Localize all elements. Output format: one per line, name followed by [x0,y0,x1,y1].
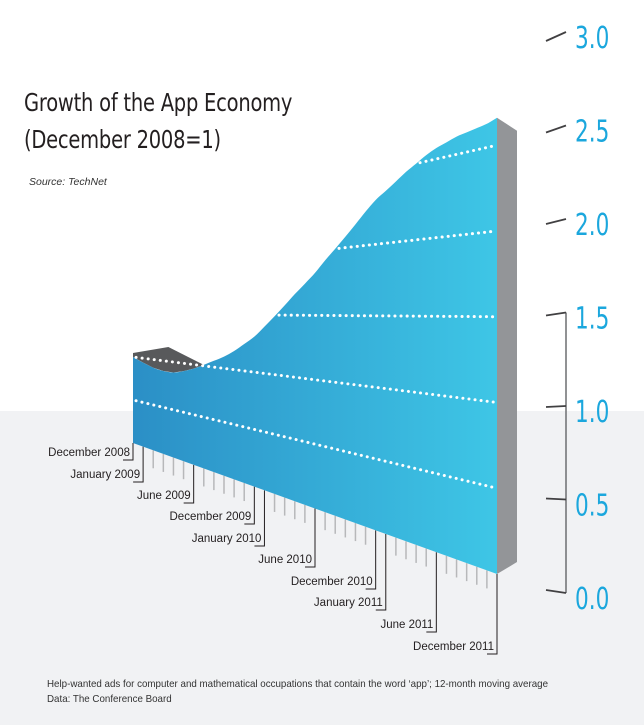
chart-title: Growth of the App Economy (December 2008… [24,84,292,158]
x-label: June 2009 [137,490,191,502]
x-label-leader [305,508,316,568]
x-label-leader [254,490,265,547]
gridline-0.5 [134,399,497,490]
x-label: June 2011 [380,619,433,631]
y-tick [545,31,567,42]
y-tick [545,405,567,408]
area-front-face [133,117,497,575]
x-label: January 2010 [192,533,262,545]
x-label-leader [487,574,498,655]
x-label-leader [426,552,437,633]
footnote-line-2: Data: The Conference Board [47,693,172,705]
x-label: December 2010 [291,576,373,588]
y-tick-label: 1.0 [575,396,609,430]
x-label-leader [244,486,255,525]
x-label: January 2009 [70,469,140,481]
x-label-leader [133,446,144,483]
footnote-line-1: Help-wanted ads for computer and mathema… [47,678,549,690]
y-tick [545,311,567,317]
x-label: December 2011 [413,641,494,653]
x-tick-marks [152,450,488,589]
title-line-2: (December 2008=1) [24,125,221,154]
gridlines [134,144,497,490]
x-label: December 2009 [170,511,252,523]
y-tick-label: 2.5 [575,115,609,149]
source-note: Source: TechNet [29,176,107,188]
gridline-2 [337,229,497,250]
footnote: Help-wanted ads for computer and mathema… [47,677,548,707]
y-tick-label: 1.5 [575,302,609,336]
y-tick-label: 2.0 [575,209,609,243]
top-cap [133,347,204,373]
title-line-1: Growth of the App Economy [24,88,293,117]
x-label-leader [183,464,195,504]
x-axis-labels: December 2008 January 2009 June 2009 Decemb… [48,443,498,655]
y-tick-label: 0.5 [575,489,609,523]
y-axis: 0.0 0.5 1.0 1.5 2.0 2.5 3.0 [545,22,609,617]
x-label-leader [365,530,377,590]
y-tick-label: 0.0 [575,583,609,617]
side-face [497,117,517,575]
gridline-1.5 [277,313,497,319]
y-tick [545,218,567,225]
y-tick [545,589,567,594]
x-label: December 2008 [48,447,130,459]
gridline-1 [134,355,497,404]
y-tick-label: 3.0 [575,22,609,56]
x-label: June 2010 [258,554,312,566]
x-label-leader [375,534,387,611]
y-tick [545,124,567,134]
gridline-2.5 [418,144,497,165]
x-label-leader [123,443,134,461]
x-label: January 2011 [314,597,383,609]
y-tick [545,497,567,501]
